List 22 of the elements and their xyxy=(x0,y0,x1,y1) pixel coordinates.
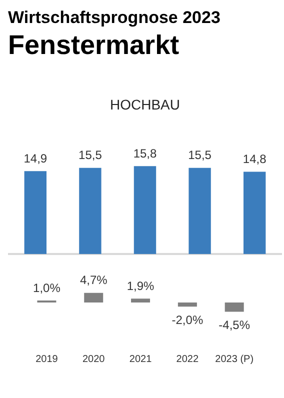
data-label: 14,8 xyxy=(242,152,267,166)
x-tick-label: 2020 xyxy=(82,354,106,365)
bar xyxy=(84,292,104,302)
bar xyxy=(178,302,197,307)
data-label: 15,8 xyxy=(133,146,157,160)
data-label: 4,7% xyxy=(80,273,108,288)
chart-subtitle: Fenstermarkt xyxy=(8,30,180,60)
bar xyxy=(131,298,150,302)
x-tick-label: 2021 xyxy=(129,354,152,365)
x-tick-label: 2022 xyxy=(176,354,199,365)
data-label: 1,0% xyxy=(33,280,61,295)
bar xyxy=(224,302,244,312)
data-label: -2,0% xyxy=(172,312,204,327)
data-label: 15,5 xyxy=(188,148,212,162)
text: HOCHBAU xyxy=(110,96,180,113)
data-label: 15,5 xyxy=(78,148,102,162)
x-tick-label: 2019 xyxy=(36,354,58,365)
x-tick-label: 2023 (P) xyxy=(215,354,254,365)
data-label: -4,5% xyxy=(218,318,250,332)
data-label: 14,9 xyxy=(24,151,48,166)
data-label: 1,9% xyxy=(126,278,155,293)
chart-title: Wirtschaftsprognose 2023 xyxy=(8,8,220,27)
